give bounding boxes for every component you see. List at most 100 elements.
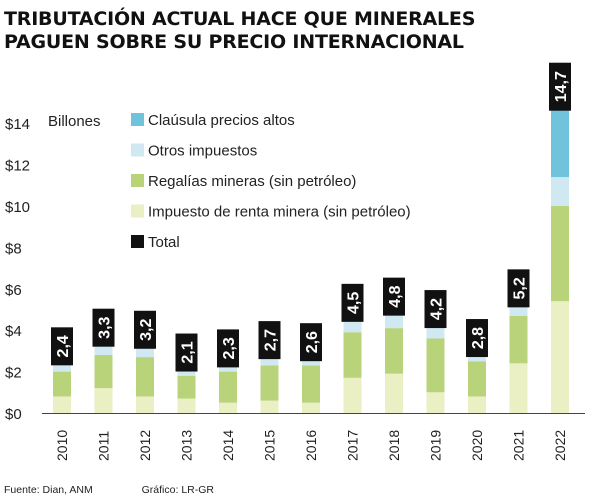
total-badge-box	[424, 290, 447, 329]
total-badge-box	[217, 329, 239, 368]
total-label: 2,3	[221, 337, 238, 359]
x-tick-label: 2021	[511, 430, 527, 461]
total-badge: 5,2	[507, 269, 530, 308]
bar-segment	[385, 313, 403, 329]
total-label: 5,2	[512, 277, 529, 299]
y-axis-unit-label: Billones	[48, 113, 101, 130]
chart-title: TRIBUTACIÓN ACTUAL HACE QUE MINERALES PA…	[4, 8, 594, 54]
legend-label: Total	[148, 234, 180, 251]
bar-segment	[302, 365, 320, 403]
bar-segment	[509, 305, 528, 316]
x-tick-label: 2012	[137, 430, 153, 461]
x-tick-label: 2011	[96, 431, 112, 461]
bar-segment	[260, 400, 279, 413]
chart-footer: Fuente: Dian, ANM Gráfico: LR-GR	[4, 484, 260, 496]
x-tick-label: 2022	[552, 430, 568, 461]
total-badge: 3,2	[134, 310, 156, 349]
y-tick-label: $2	[5, 365, 22, 382]
total-label: 2,6	[304, 331, 321, 353]
bar-segment	[94, 388, 113, 413]
total-label: 2,8	[470, 327, 487, 349]
bar-segment	[177, 375, 196, 399]
x-tick-label: 2015	[262, 430, 278, 461]
legend-swatch	[131, 235, 144, 248]
bar-segment	[302, 359, 320, 366]
total-badge-box	[383, 277, 405, 316]
total-label: 14,7	[553, 71, 570, 102]
y-tick-label: $10	[5, 199, 30, 216]
total-badge: 2,1	[175, 333, 198, 372]
total-badge-box	[549, 62, 571, 111]
bar-segment	[426, 326, 445, 339]
bar-segment	[343, 319, 362, 333]
bar-segment	[219, 371, 237, 403]
total-badge: 2,4	[51, 327, 73, 366]
bar-segment	[177, 369, 196, 376]
bar-segment	[343, 377, 362, 413]
x-tick-label: 2017	[345, 430, 361, 461]
bar-segment	[426, 392, 445, 413]
total-badge: 14,7	[549, 62, 571, 111]
total-label: 3,2	[138, 319, 155, 341]
bar-segment	[260, 365, 279, 401]
total-badge-box	[341, 283, 364, 322]
total-badge-box	[134, 310, 156, 349]
total-badge-box	[92, 308, 115, 347]
total-badge: 2,6	[300, 323, 322, 362]
bar-segment	[468, 361, 486, 397]
bar-segment	[551, 108, 569, 178]
y-tick-label: $12	[5, 158, 30, 175]
bar-segment	[260, 357, 279, 366]
y-tick-label: $8	[5, 240, 22, 257]
bar-segment	[551, 301, 569, 413]
x-tick-label: 2019	[428, 430, 444, 461]
x-tick-label: 2010	[54, 430, 70, 461]
bar-segment	[343, 332, 362, 378]
y-tick-label: $4	[5, 323, 22, 340]
bar-segment	[385, 328, 403, 374]
total-badge-box	[258, 321, 281, 360]
total-label: 2,1	[180, 341, 197, 363]
bar-segment	[53, 363, 71, 372]
bar-segment	[136, 357, 154, 397]
total-badge-box	[466, 319, 488, 358]
bar-segment	[219, 365, 237, 372]
x-tick-label: 2018	[386, 430, 402, 461]
x-tick-label: 2013	[179, 430, 195, 461]
bar-segment	[136, 396, 154, 413]
total-label: 4,5	[346, 292, 363, 314]
chart-title-line-2: PAGUEN SOBRE SU PRECIO INTERNACIONAL	[4, 31, 464, 53]
bar-segment	[551, 177, 569, 206]
total-badge: 3,3	[92, 308, 115, 347]
chart-title-line-1: TRIBUTACIÓN ACTUAL HACE QUE MINERALES	[4, 8, 476, 30]
bar-segment	[468, 396, 486, 413]
total-badge: 2,7	[258, 321, 281, 360]
y-tick-label: $14	[5, 116, 30, 133]
bar-segment	[177, 398, 196, 413]
bar-segment	[219, 402, 237, 413]
source-note: Fuente: Dian, ANM	[4, 484, 93, 496]
total-label: 4,8	[387, 285, 404, 307]
legend-label: Impuesto de renta minera (sin petróleo)	[148, 204, 411, 221]
x-tick-label: 2020	[469, 430, 485, 461]
total-badge: 2,8	[466, 319, 488, 358]
y-tick-label: $0	[5, 406, 22, 423]
bar-segment	[94, 344, 113, 356]
legend-label: Claúsula precios altos	[148, 112, 295, 129]
bar-segment	[468, 355, 486, 362]
total-badge: 4,2	[424, 290, 447, 329]
bar-segment	[509, 363, 528, 413]
bar-segment	[426, 338, 445, 393]
total-badge: 2,3	[217, 329, 239, 368]
legend-label: Otros impuestos	[148, 143, 257, 160]
total-label: 4,2	[429, 298, 446, 320]
bar-segment	[53, 371, 71, 397]
total-label: 3,3	[97, 316, 114, 338]
legend-swatch	[131, 174, 144, 187]
bar-segment	[94, 355, 113, 389]
total-label: 2,4	[55, 335, 72, 357]
legend-swatch	[131, 113, 144, 126]
bar-segment	[136, 346, 154, 358]
bar-segment	[385, 373, 403, 413]
